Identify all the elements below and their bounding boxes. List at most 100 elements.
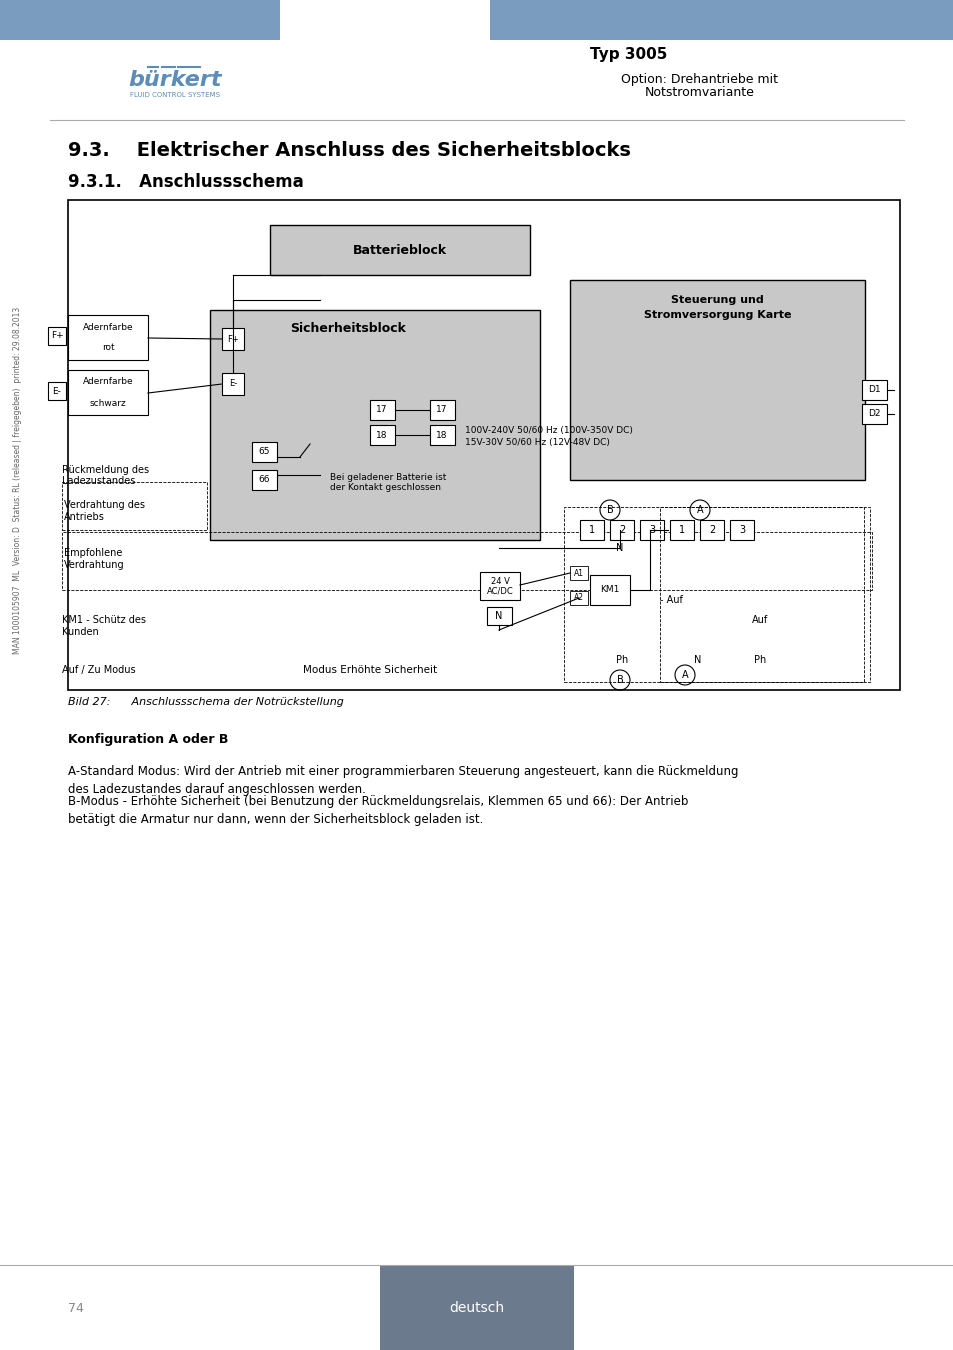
Text: A2: A2 — [574, 594, 583, 602]
Text: FLUID CONTROL SYSTEMS: FLUID CONTROL SYSTEMS — [130, 92, 220, 99]
Text: Sicherheitsblock: Sicherheitsblock — [290, 321, 405, 335]
Text: 1: 1 — [588, 525, 595, 535]
Text: bürkert: bürkert — [128, 70, 221, 90]
Text: N: N — [495, 612, 502, 621]
Text: Bei geladener Batterie ist: Bei geladener Batterie ist — [330, 472, 446, 482]
Text: Rückmeldung des: Rückmeldung des — [62, 464, 149, 475]
Text: deutsch: deutsch — [449, 1301, 504, 1315]
Text: D2: D2 — [867, 409, 880, 418]
Text: Antriebs: Antriebs — [64, 512, 105, 522]
Text: A1: A1 — [574, 568, 583, 578]
Text: Konfiguration A oder B: Konfiguration A oder B — [68, 733, 228, 747]
Text: 15V-30V 50/60 Hz (12V-48V DC): 15V-30V 50/60 Hz (12V-48V DC) — [464, 439, 609, 447]
Text: Ladezustandes: Ladezustandes — [62, 477, 135, 486]
Text: F+: F+ — [227, 335, 238, 343]
Bar — [486, 608, 512, 625]
Bar — [430, 400, 455, 420]
Text: B: B — [616, 675, 622, 684]
Text: N: N — [616, 543, 623, 554]
Text: rot: rot — [102, 343, 114, 352]
Text: E-: E- — [229, 379, 237, 389]
Bar — [62, 482, 207, 531]
Text: 17: 17 — [436, 405, 447, 414]
Text: A-Standard Modus: Wird der Antrieb mit einer programmierbaren Steuerung angesteu: A-Standard Modus: Wird der Antrieb mit e… — [68, 765, 738, 796]
Bar — [370, 425, 395, 446]
Text: 18: 18 — [375, 431, 387, 440]
Bar — [430, 425, 455, 446]
Text: Auf / Zu Modus: Auf / Zu Modus — [62, 666, 135, 675]
Text: KM1 - Schütz des: KM1 - Schütz des — [62, 616, 146, 625]
Text: MAN 1000105907  ML  Version: D  Status: RL (released | freigegeben)  printed: 29: MAN 1000105907 ML Version: D Status: RL … — [13, 306, 23, 653]
Bar — [379, 1266, 574, 1350]
Bar — [589, 575, 629, 605]
Text: Empfohlene: Empfohlene — [64, 548, 122, 558]
Text: Verdrahtung des: Verdrahtung des — [64, 500, 145, 510]
Text: 2: 2 — [708, 525, 715, 535]
Text: Verdrahtung: Verdrahtung — [64, 560, 125, 570]
Text: Adernfarbe: Adernfarbe — [83, 323, 133, 332]
Text: schwarz: schwarz — [90, 398, 126, 408]
Bar — [569, 591, 587, 605]
Text: KM1: KM1 — [599, 586, 619, 594]
Bar — [0, 0, 280, 40]
Text: Ph: Ph — [616, 655, 627, 666]
Text: N: N — [694, 655, 701, 666]
Bar — [252, 470, 276, 490]
Text: 65: 65 — [258, 447, 270, 456]
Text: der Kontakt geschlossen: der Kontakt geschlossen — [330, 483, 440, 493]
Bar — [222, 328, 244, 350]
Bar — [48, 382, 66, 400]
Bar — [569, 566, 587, 580]
Bar — [490, 0, 953, 40]
Text: AC/DC: AC/DC — [486, 586, 513, 595]
Text: B-Modus - Erhöhte Sicherheit (bei Benutzung der Rückmeldungsrelais, Klemmen 65 u: B-Modus - Erhöhte Sicherheit (bei Benutz… — [68, 795, 688, 826]
Text: Option: Drehantriebe mit: Option: Drehantriebe mit — [620, 73, 778, 86]
Text: Steuerung und: Steuerung und — [670, 296, 763, 305]
Bar — [210, 310, 539, 540]
Bar — [62, 532, 871, 590]
Bar — [68, 315, 148, 360]
Bar — [68, 370, 148, 414]
Text: Stromversorgung Karte: Stromversorgung Karte — [643, 310, 790, 320]
Text: 9.3.    Elektrischer Anschluss des Sicherheitsblocks: 9.3. Elektrischer Anschluss des Sicherhe… — [68, 140, 630, 159]
Text: F+: F+ — [51, 332, 63, 340]
Text: 1: 1 — [679, 525, 684, 535]
Text: 24 V: 24 V — [490, 576, 509, 586]
Text: 18: 18 — [436, 431, 447, 440]
Text: Adernfarbe: Adernfarbe — [83, 378, 133, 386]
Bar — [222, 373, 244, 396]
Text: Ph: Ph — [753, 655, 765, 666]
Text: Bild 27:      Anschlussschema der Notrückstellung: Bild 27: Anschlussschema der Notrückstel… — [68, 697, 343, 707]
Bar — [563, 508, 863, 682]
Text: Modus Erhöhte Sicherheit: Modus Erhöhte Sicherheit — [303, 666, 436, 675]
Bar — [669, 520, 693, 540]
Bar — [579, 520, 603, 540]
Text: 74: 74 — [68, 1301, 84, 1315]
Bar — [569, 279, 864, 481]
Text: 66: 66 — [258, 475, 270, 485]
Bar — [700, 520, 723, 540]
Bar — [48, 327, 66, 346]
Bar — [270, 225, 530, 275]
Bar — [862, 379, 886, 400]
Text: E-: E- — [52, 386, 61, 396]
Text: D1: D1 — [867, 386, 880, 394]
Text: 3: 3 — [648, 525, 655, 535]
Text: 2: 2 — [618, 525, 624, 535]
Text: Auf: Auf — [751, 616, 767, 625]
Text: 3: 3 — [739, 525, 744, 535]
Bar — [729, 520, 753, 540]
Bar — [659, 508, 869, 682]
Text: A: A — [681, 670, 688, 680]
Bar — [252, 441, 276, 462]
Bar — [862, 404, 886, 424]
Text: - Auf: - Auf — [659, 595, 682, 605]
Text: Notstromvariante: Notstromvariante — [644, 85, 754, 99]
Text: Typ 3005: Typ 3005 — [589, 47, 667, 62]
Bar — [370, 400, 395, 420]
Text: B: B — [606, 505, 613, 514]
Text: 17: 17 — [375, 405, 387, 414]
Bar — [609, 520, 634, 540]
Text: Batterieblock: Batterieblock — [353, 243, 447, 256]
Bar — [68, 200, 899, 690]
